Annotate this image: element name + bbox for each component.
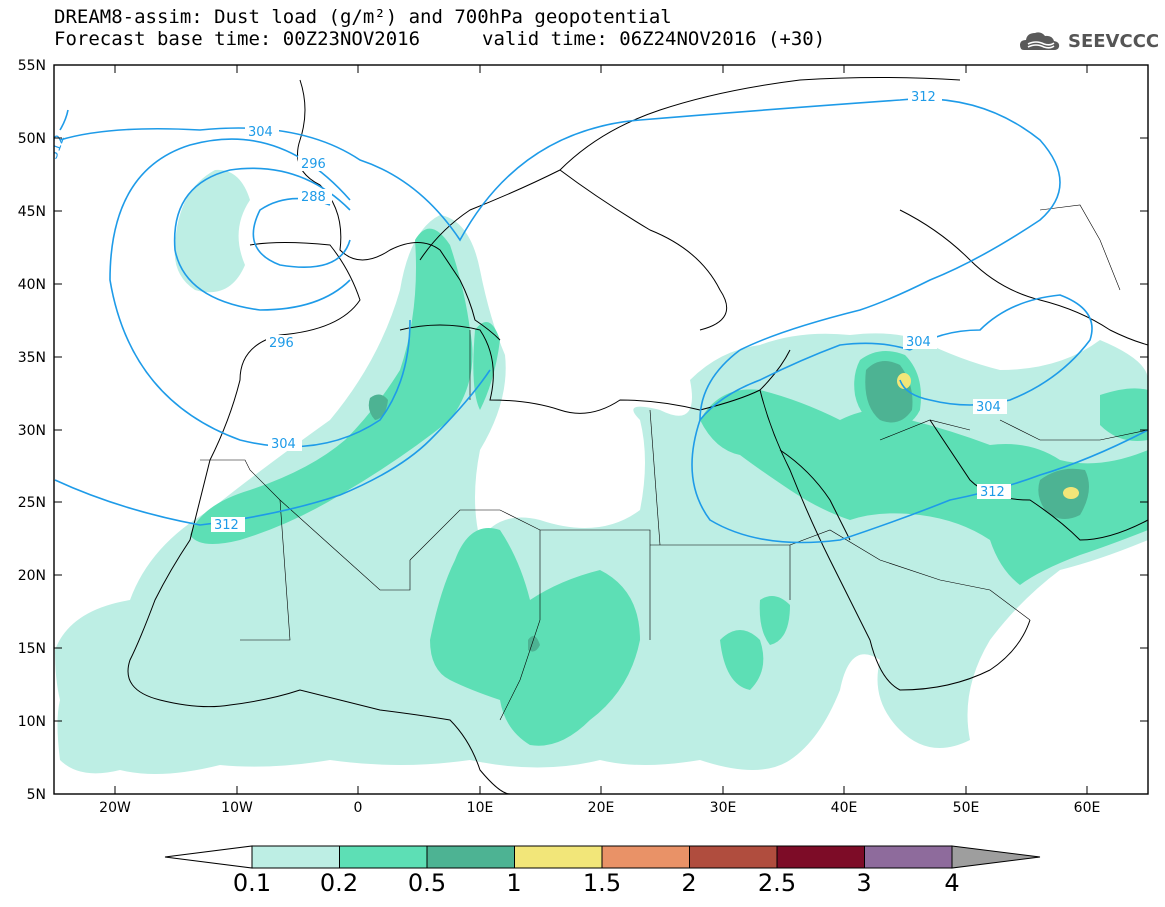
lat-label: 20N [18, 568, 46, 584]
logo-text: SEEVCCC [1068, 31, 1160, 52]
contour-labels: 304 296 288 296 304 312 312 304 304 312 … [46, 89, 1011, 533]
contour-label: 296 [269, 336, 294, 351]
lat-labels: 55N 50N 45N 40N 35N 30N 25N 20N 15N 10N … [18, 58, 46, 803]
contour-label: 304 [906, 335, 931, 350]
lon-label: 50E [953, 800, 980, 816]
colorbar-label: 1.5 [582, 869, 622, 897]
colorbar-label: 0.5 [407, 869, 447, 897]
lat-label: 15N [18, 641, 46, 657]
colorbar-box [251, 845, 340, 869]
lon-axis [114, 65, 1088, 794]
contour-label: 304 [271, 437, 296, 452]
colorbar-arrow-right [951, 845, 1041, 869]
dust-hotspot-region [897, 373, 1079, 499]
country-borders [200, 204, 1148, 721]
colorbar-box [339, 845, 428, 869]
lat-label: 30N [18, 423, 46, 439]
contour-label: 312 [911, 90, 936, 105]
map-title: DREAM8-assim: Dust load (g/m²) and 700hP… [54, 6, 672, 28]
lon-labels: 20W 10W 0 10E 20E 30E 40E 50E 60E [99, 800, 1100, 816]
colorbar-box [776, 845, 865, 869]
dust-medium-region [190, 228, 1148, 746]
lon-label: 0 [354, 800, 363, 816]
lon-label: 40E [831, 800, 858, 816]
lat-label: 50N [18, 131, 46, 147]
coastlines [127, 77, 1148, 794]
colorbar-arrow-left [164, 845, 253, 869]
lat-label: 40N [18, 277, 46, 293]
contour-label: 296 [301, 157, 326, 172]
lat-label: 5N [27, 787, 46, 803]
contour-label: 312 [980, 485, 1005, 500]
colorbar-label: 4 [944, 869, 960, 897]
lat-label: 45N [18, 204, 46, 220]
lon-label: 10W [221, 800, 253, 816]
colorbar-label: 2 [681, 869, 697, 897]
forecast-base-time: Forecast base time: 00Z23NOV2016 [54, 28, 421, 50]
colorbar-box [601, 845, 690, 869]
colorbar [164, 845, 1041, 869]
lon-label: 20E [588, 800, 615, 816]
colorbar-label: 0.1 [232, 869, 272, 897]
geopotential-contours [54, 98, 1148, 544]
cloud-logo-icon [1020, 32, 1060, 50]
colorbar-box [514, 845, 603, 869]
lon-label: 20W [99, 800, 131, 816]
lat-axis [54, 64, 1148, 722]
contour-label: 312 [214, 518, 239, 533]
lat-label: 10N [18, 714, 46, 730]
contour-label: 304 [248, 125, 273, 140]
contour-label: 304 [976, 400, 1001, 415]
colorbar-label: 0.2 [319, 869, 359, 897]
colorbar-box [864, 845, 953, 869]
lat-label: 25N [18, 495, 46, 511]
colorbar-box [426, 845, 515, 869]
contour-label: 312 [46, 133, 69, 161]
colorbar-label: 3 [856, 869, 872, 897]
colorbar-label: 1 [506, 869, 522, 897]
contour-label: 288 [301, 190, 326, 205]
lat-label: 35N [18, 350, 46, 366]
lon-label: 10E [467, 800, 494, 816]
lon-label: 60E [1074, 800, 1101, 816]
lon-label: 30E [710, 800, 737, 816]
lat-label: 55N [18, 58, 46, 74]
valid-time: valid time: 06Z24NOV2016 (+30) [482, 28, 826, 50]
colorbar-box [689, 845, 778, 869]
colorbar-label: 2.5 [757, 869, 797, 897]
